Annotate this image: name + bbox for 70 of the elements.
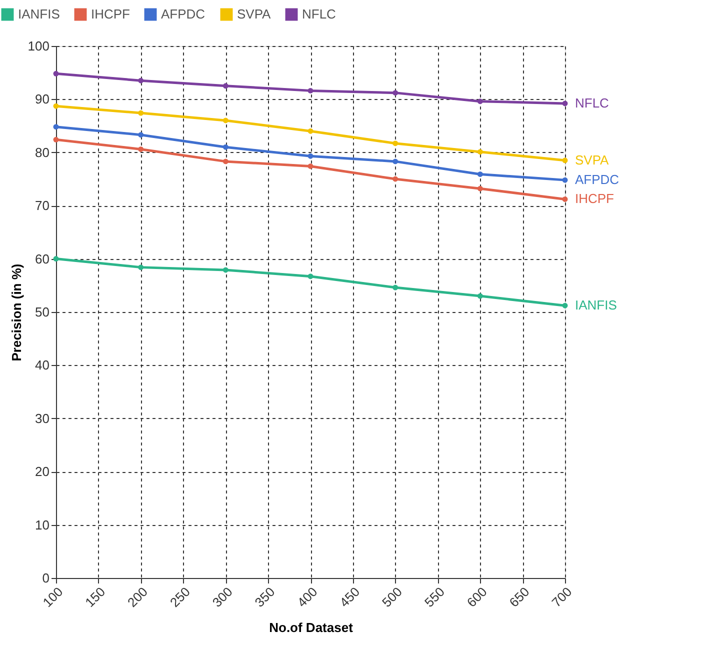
point (53, 124, 59, 130)
point (477, 171, 483, 177)
point (53, 103, 59, 109)
x-tick-label: 650 (506, 584, 532, 610)
legend-label: AFPDC (161, 6, 206, 22)
point (308, 164, 314, 169)
y-tick-label: 80 (35, 144, 50, 160)
point (222, 158, 228, 164)
legend-label: NFLC (302, 6, 336, 22)
y-tick-label: 40 (35, 358, 50, 373)
y-tick-label: 20 (35, 464, 50, 480)
point (562, 196, 568, 202)
legend-label: SVPA (237, 6, 272, 22)
x-tick-label: 450 (336, 584, 363, 610)
point (477, 98, 483, 104)
y-tick-label: 90 (35, 92, 50, 107)
text: IHCPF (575, 191, 614, 206)
point (308, 88, 314, 94)
point (392, 158, 398, 164)
point (138, 78, 144, 84)
point (562, 100, 568, 106)
x-tick-label: 550 (421, 584, 448, 610)
x-tick-label: 600 (464, 584, 490, 610)
point (562, 177, 568, 183)
point (222, 83, 228, 89)
point (138, 110, 144, 116)
point (477, 293, 483, 299)
y-tick-label: 60 (35, 251, 50, 266)
x-tick-label: 300 (209, 584, 236, 610)
point (138, 132, 144, 138)
x-tick-label: 700 (548, 584, 575, 610)
point (53, 256, 59, 262)
point (562, 302, 568, 308)
legend-label: IHCPF (91, 6, 130, 22)
point (392, 140, 398, 146)
y-tick-label: 100 (28, 38, 50, 54)
point (392, 90, 398, 96)
point (477, 149, 483, 155)
x-tick-label: 400 (294, 584, 320, 610)
y-tick-label: 70 (35, 198, 50, 214)
point (53, 136, 59, 142)
y-tick-label: 10 (35, 517, 50, 532)
text: SVPA (575, 152, 609, 168)
point (138, 264, 144, 270)
point (138, 146, 144, 152)
point (562, 158, 568, 164)
text: IANFIS (575, 298, 617, 313)
y-tick-label: 0 (42, 570, 50, 586)
y-tick-label: 30 (35, 410, 50, 426)
point (53, 70, 59, 76)
point (308, 153, 314, 159)
x-tick-label: 500 (379, 584, 406, 610)
point (392, 284, 398, 290)
text: NFLC (575, 95, 609, 110)
y-tick-label: 50 (35, 304, 50, 320)
y-axis-title: Precision (in %) (8, 264, 24, 362)
x-tick-label: 250 (166, 584, 193, 610)
point (392, 176, 398, 182)
point (222, 144, 228, 150)
x-axis-title: No.of Dataset (269, 620, 354, 636)
x-tick-label: 150 (82, 584, 108, 610)
text: AFPDC (575, 172, 620, 188)
legend-label: IANFIS (18, 6, 60, 22)
point (222, 118, 228, 124)
point (477, 186, 483, 192)
point (222, 267, 228, 273)
point (308, 128, 314, 134)
x-tick-label: 200 (124, 584, 151, 610)
point (308, 274, 314, 280)
x-tick-label: 350 (252, 584, 278, 610)
